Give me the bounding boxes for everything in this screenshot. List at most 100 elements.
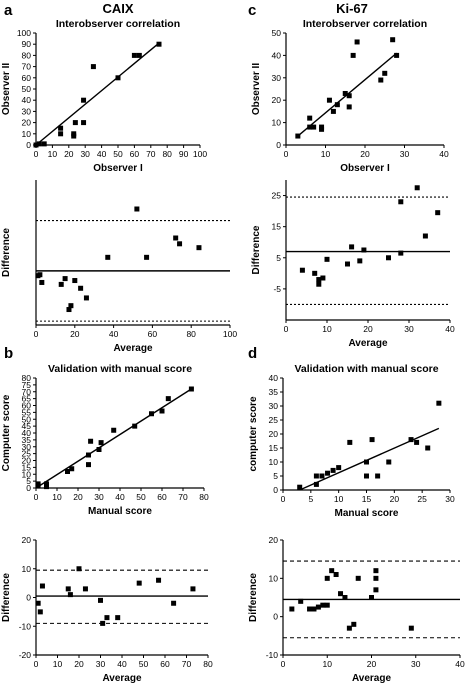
a_bottom-point xyxy=(173,235,179,241)
a_top-y-tick-label: 50 xyxy=(22,84,32,94)
column-title-ki67: Ki-67 xyxy=(336,1,368,16)
a_top-point xyxy=(58,125,64,131)
b_bottom-x-tick-label: 40 xyxy=(117,659,127,669)
c_top-y-axis-label: Observer II xyxy=(251,63,262,115)
d_top-x-axis-label: Manual score xyxy=(335,508,399,519)
a_top-point xyxy=(81,97,87,103)
d_top-y-tick-label: 5 xyxy=(273,471,278,481)
d_top-point xyxy=(297,484,303,490)
b_top-x-tick-label: 40 xyxy=(115,492,125,502)
b_top-point xyxy=(44,484,49,490)
d_top-y-axis-label: computer score xyxy=(248,396,259,471)
c_top-point xyxy=(330,108,336,114)
a_bottom-x-axis-label: Average xyxy=(113,343,153,354)
d_top-point xyxy=(336,465,342,471)
panel-letter-d: d xyxy=(248,345,257,362)
c_top-point xyxy=(354,39,360,45)
c_top-y-tick-label: 0 xyxy=(276,140,281,150)
a_top-x-tick-label: 90 xyxy=(179,149,189,159)
a_top-point xyxy=(156,41,162,47)
b_top-x-tick-label: 80 xyxy=(199,492,209,502)
d_top-y-tick-label: 25 xyxy=(269,415,279,425)
b_bottom-y-tick-label: 10 xyxy=(22,564,32,574)
b_bottom-y-tick-label: 20 xyxy=(22,535,32,545)
d_top-point xyxy=(313,481,319,487)
d_bottom-point xyxy=(315,604,321,610)
c_top-point xyxy=(378,77,384,83)
b_top-y-tick-label: 80 xyxy=(22,373,32,383)
b_bottom-point xyxy=(67,592,73,598)
d_top-point xyxy=(369,437,375,443)
b_bottom-x-axis-label: Average xyxy=(102,673,142,684)
b_top-point xyxy=(96,447,102,452)
d_bottom-x-tick-label: 40 xyxy=(455,659,465,669)
c_bottom-point xyxy=(316,281,322,287)
d_bottom-x-tick-label: 20 xyxy=(367,659,377,669)
a_bottom-point xyxy=(134,206,140,212)
c_bottom-x-tick-label: 10 xyxy=(322,324,332,334)
d_bottom-point xyxy=(373,568,379,574)
d_top-point xyxy=(375,473,381,479)
b_top-x-tick-label: 60 xyxy=(157,492,167,502)
c_top-x-tick-label: 30 xyxy=(400,149,410,159)
b_top-y-tick-label: 20 xyxy=(22,456,32,466)
b_bottom-y-tick-label: 0 xyxy=(26,593,31,603)
c_top-y-tick-label: 10 xyxy=(272,118,282,128)
a_top-point xyxy=(33,142,39,148)
b_bottom-point xyxy=(35,600,41,606)
d_bottom-point xyxy=(311,606,317,612)
column-title-caix: CAIX xyxy=(102,1,133,16)
c_top-point xyxy=(346,93,352,99)
c_bottom-y-tick-label: 15 xyxy=(272,222,282,232)
c_top-y-tick-label: 30 xyxy=(272,73,282,83)
c_bottom-x-tick-label: 30 xyxy=(404,324,414,334)
c_bottom-y-tick-label: -5 xyxy=(273,284,281,294)
a_bottom-point xyxy=(177,241,183,247)
d_top-x-tick-label: 25 xyxy=(417,494,427,504)
b_top-y-tick-label: 65 xyxy=(22,394,32,404)
c_top-x-tick-label: 0 xyxy=(284,149,289,159)
b_top-point xyxy=(188,386,194,392)
a_top-y-tick-label: 40 xyxy=(22,95,32,105)
b_bottom-point xyxy=(39,583,45,589)
a_top-x-tick-label: 10 xyxy=(48,149,58,159)
b_top-point xyxy=(65,469,70,474)
d_top-y-tick-label: 0 xyxy=(273,485,278,495)
b_top-y-tick-label: 50 xyxy=(22,414,32,424)
c_bottom-x-tick-label: 0 xyxy=(284,324,289,334)
c_bottom-point xyxy=(324,256,330,262)
d_bottom-point xyxy=(408,625,414,631)
a_bottom-point xyxy=(58,281,64,287)
d_bottom-point xyxy=(342,595,348,600)
b_top-x-tick-label: 20 xyxy=(73,492,83,502)
c_top-title: Interobserver correlation xyxy=(303,18,427,30)
d_top-point xyxy=(330,467,336,473)
c_top-x-tick-label: 40 xyxy=(439,149,449,159)
a_top-point xyxy=(71,133,77,139)
b_bottom-point xyxy=(37,609,43,615)
d_top-x-tick-label: 15 xyxy=(362,494,372,504)
a_bottom-x-tick-label: 80 xyxy=(186,329,196,339)
d_top-fit-line xyxy=(299,427,440,491)
d_top-point xyxy=(313,473,319,479)
a_top-y-tick-label: 70 xyxy=(22,62,32,72)
b_top-y-tick-label: 0 xyxy=(26,483,31,493)
a_bottom-x-tick-label: 20 xyxy=(70,329,80,339)
d_top-x-tick-label: 0 xyxy=(281,494,286,504)
a_top-title: Interobserver correlation xyxy=(56,18,180,30)
d_bottom-y-axis-label: Difference xyxy=(248,573,259,622)
b_top-y-tick-label: 15 xyxy=(22,462,32,472)
a_top-y-tick-label: 100 xyxy=(17,28,31,38)
c_bottom-point xyxy=(386,255,391,261)
b_top-x-tick-label: 0 xyxy=(34,492,39,502)
b_top-point xyxy=(111,427,117,433)
c_bottom-point xyxy=(320,275,326,281)
b_top-title: Validation with manual score xyxy=(48,363,192,375)
c_top-point xyxy=(307,115,313,121)
d_bottom-x-axis-label: Average xyxy=(352,673,392,684)
c_top-y-tick-label: 20 xyxy=(272,95,282,105)
a_top-x-tick-label: 40 xyxy=(97,149,107,159)
a_bottom-point xyxy=(83,295,89,301)
d_bottom-x-tick-label: 10 xyxy=(323,659,333,669)
b_bottom-x-tick-label: 60 xyxy=(160,659,170,669)
